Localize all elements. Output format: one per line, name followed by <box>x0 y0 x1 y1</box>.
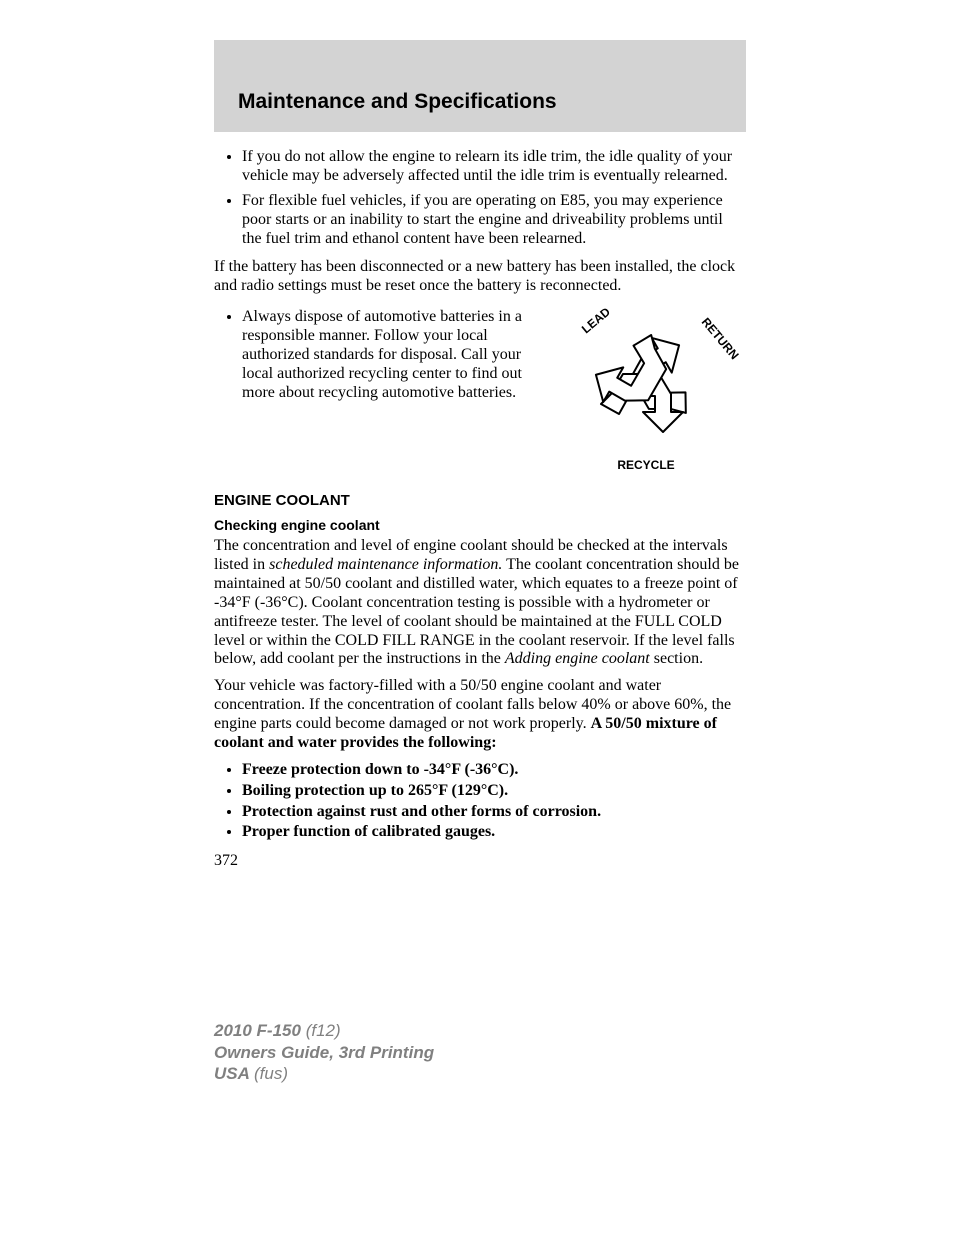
footer-block: 2010 F-150 (f12) Owners Guide, 3rd Print… <box>0 1020 954 1124</box>
coolant-paragraph-1: The concentration and level of engine co… <box>214 537 746 669</box>
list-item: Always dispose of automotive batteries i… <box>242 308 532 402</box>
list-item: For flexible fuel vehicles, if you are o… <box>242 192 746 249</box>
recycle-label-recycle: RECYCLE <box>617 458 674 472</box>
footer-line-1: 2010 F-150 (f12) <box>214 1020 954 1041</box>
footer-code: (f12) <box>306 1021 341 1040</box>
idle-trim-list: If you do not allow the engine to relear… <box>214 148 746 248</box>
list-item: Freeze protection down to -34°F (-36°C). <box>242 761 746 780</box>
list-item: Proper function of calibrated gauges. <box>242 823 746 842</box>
list-item: If you do not allow the engine to relear… <box>242 148 746 186</box>
text-run-italic: scheduled maintenance information. <box>269 556 502 573</box>
battery-paragraph: If the battery has been disconnected or … <box>214 258 746 296</box>
footer-region-code: (fus) <box>254 1064 288 1083</box>
list-item: Protection against rust and other forms … <box>242 803 746 822</box>
list-item: Boiling protection up to 265°F (129°C). <box>242 782 746 801</box>
recycle-diagram: LEAD RETURN RECYCLE <box>546 304 746 474</box>
text-run: section. <box>650 650 703 667</box>
footer-line-2: Owners Guide, 3rd Printing <box>214 1042 954 1063</box>
dispose-list: Always dispose of automotive batteries i… <box>214 308 532 402</box>
recycle-label-lead: LEAD <box>579 304 613 336</box>
checking-coolant-subheading: Checking engine coolant <box>214 517 746 533</box>
section-header-band: Maintenance and Specifications <box>214 40 746 132</box>
text-run-italic: Adding engine coolant <box>505 650 650 667</box>
footer-model: 2010 F-150 <box>214 1021 306 1040</box>
recycle-label-return: RETURN <box>699 315 741 362</box>
footer-line-3: USA (fus) <box>214 1063 954 1084</box>
section-title: Maintenance and Specifications <box>238 90 722 114</box>
dispose-text-col: Always dispose of automotive batteries i… <box>214 304 532 412</box>
benefits-list: Freeze protection down to -34°F (-36°C).… <box>214 761 746 843</box>
footer-region: USA <box>214 1064 254 1083</box>
engine-coolant-heading: ENGINE COOLANT <box>214 492 746 509</box>
page-content: Maintenance and Specifications If you do… <box>0 0 954 910</box>
page-number: 372 <box>214 852 746 870</box>
recycle-icon: LEAD RETURN RECYCLE <box>551 304 741 474</box>
coolant-paragraph-2: Your vehicle was factory-filled with a 5… <box>214 677 746 753</box>
dispose-row: Always dispose of automotive batteries i… <box>214 304 746 474</box>
